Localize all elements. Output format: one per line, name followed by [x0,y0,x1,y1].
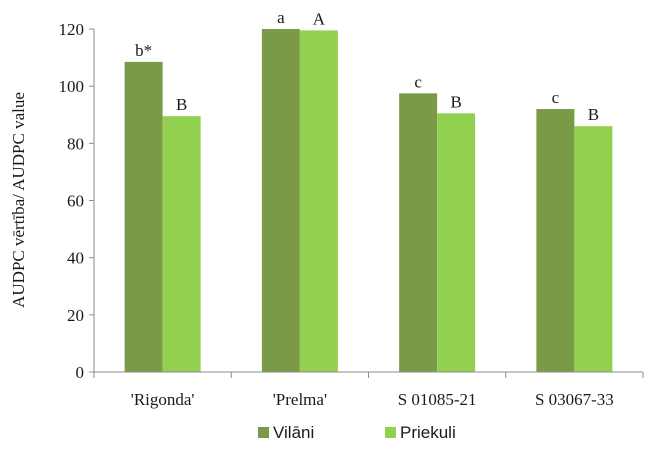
y-axis-title: AUDPC vērtība/ AUDPC value [9,92,28,308]
data-label: B [450,92,461,111]
x-tick-label: S 03067-33 [535,390,614,409]
bar-priekuli [299,30,338,372]
x-tick-label: S 01085-21 [398,390,477,409]
data-label: B [588,105,599,124]
legend: Vilāni Priekuli [258,423,456,442]
data-label: c [414,72,422,91]
bar-vilani [536,109,575,373]
y-axis: 0 20 40 60 80 100 120 [59,20,95,382]
x-axis: 'Rigonda' 'Prelma' S 01085-21 S 03067-33 [93,371,644,409]
y-tick-label: 100 [59,77,85,96]
data-label: A [313,9,326,28]
y-tick-label: 40 [67,249,84,268]
data-label: B [176,95,187,114]
bar-priekuli [437,113,476,372]
legend-swatch [385,427,396,438]
data-label: c [552,88,560,107]
x-tick-label: 'Rigonda' [131,390,195,409]
y-tick-label: 80 [67,134,84,153]
x-tick-label: 'Prelma' [273,390,327,409]
data-label: b* [135,41,152,60]
y-tick-label: 60 [67,192,84,211]
bar-vilani [261,29,300,372]
bar-priekuli [162,116,201,372]
bar-vilani [124,61,163,372]
bar-priekuli [574,126,613,372]
y-tick-label: 120 [59,20,85,39]
y-tick-label: 20 [67,306,84,325]
data-label: a [277,8,285,27]
bar-vilani [399,93,438,372]
legend-label: Priekuli [400,423,456,442]
legend-label: Vilāni [273,423,314,442]
bars [124,29,613,373]
y-tick-label: 0 [76,363,85,382]
data-labels: b* Ba Ac B c B [135,8,599,124]
legend-swatch [258,427,269,438]
